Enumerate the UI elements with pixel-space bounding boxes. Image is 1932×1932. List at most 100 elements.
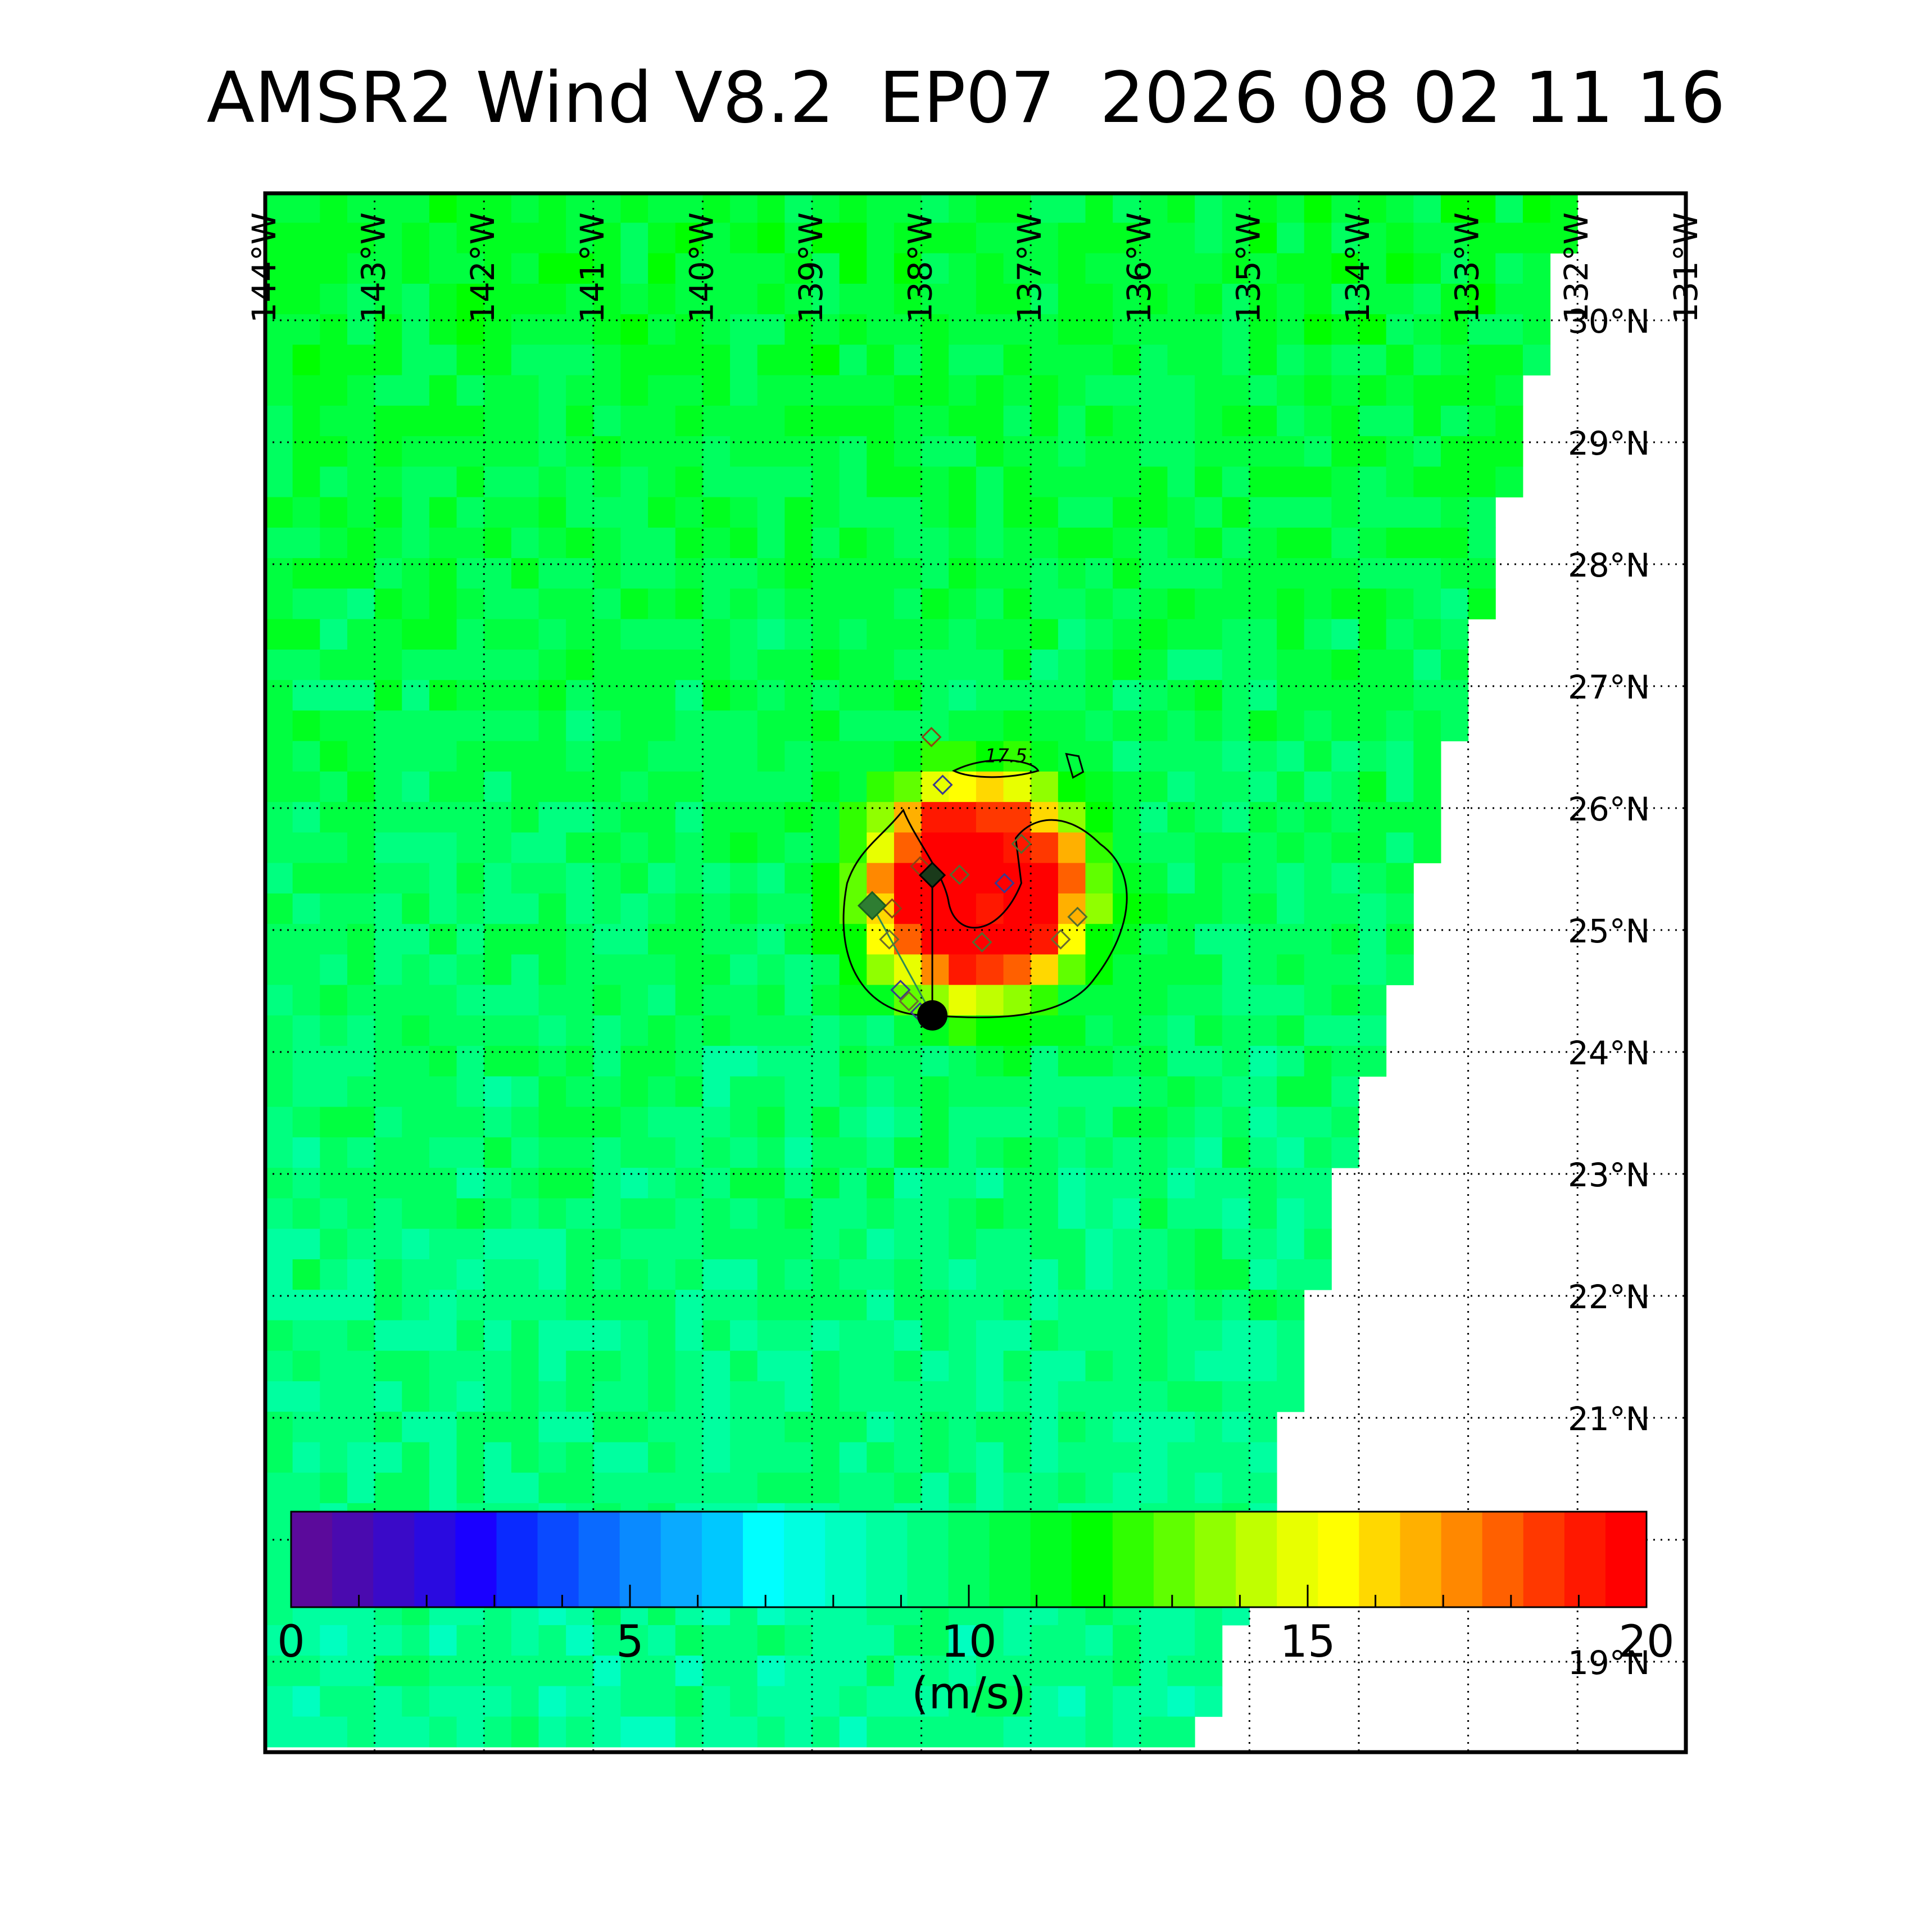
wind-cell (976, 466, 1004, 498)
wind-cell (839, 710, 867, 742)
wind-cell (347, 405, 375, 437)
wind-cell (922, 162, 949, 193)
wind-cell (839, 1716, 867, 1748)
wind-cell (1222, 1137, 1250, 1168)
wind-cell (1003, 924, 1031, 955)
wind-cell (784, 741, 813, 772)
wind-cell (1304, 924, 1332, 955)
wind-cell (265, 924, 293, 955)
wind-cell (620, 253, 648, 284)
wind-cell (675, 1442, 703, 1473)
wind-cell (1085, 832, 1113, 864)
wind-cell (620, 619, 648, 650)
wind-cell (347, 497, 375, 528)
wind-cell (1440, 710, 1469, 742)
wind-cell (758, 162, 785, 193)
wind-cell (867, 1198, 895, 1230)
wind-cell (402, 344, 430, 376)
wind-cell (1277, 802, 1305, 833)
wind-cell (1058, 1137, 1086, 1168)
wind-cell (757, 1320, 785, 1352)
wind-cell (593, 985, 621, 1016)
wind-cell (1058, 1625, 1086, 1656)
wind-cell (949, 1228, 977, 1260)
wind-cell (1249, 405, 1277, 437)
wind-cell (1222, 1290, 1250, 1321)
wind-cell (1113, 314, 1141, 345)
wind-cell (1058, 832, 1086, 864)
wind-cell (921, 344, 949, 376)
wind-cell (839, 527, 867, 559)
wind-cell (648, 1320, 676, 1352)
wind-cell (1195, 1076, 1223, 1108)
wind-cell (538, 466, 566, 498)
wind-cell (1140, 954, 1168, 986)
wind-cell (1222, 436, 1250, 467)
wind-cell (347, 1350, 375, 1382)
wind-cell (1058, 1046, 1086, 1077)
wind-cell (1085, 863, 1113, 894)
wind-cell (1222, 405, 1250, 437)
wind-cell (812, 1472, 840, 1504)
wind-cell (675, 1076, 703, 1108)
wind-cell (374, 1320, 402, 1352)
wind-cell (1058, 954, 1086, 986)
wind-cell (675, 1228, 703, 1260)
wind-cell (839, 1686, 867, 1717)
wind-cell (511, 223, 539, 254)
wind-cell (1468, 497, 1496, 528)
wind-cell (1440, 193, 1469, 223)
wind-cell (1468, 527, 1496, 559)
wind-cell (511, 1350, 539, 1382)
wind-cell (566, 619, 594, 650)
wind-cell (484, 863, 512, 894)
wind-cell (648, 588, 676, 620)
wind-cell (784, 1046, 813, 1077)
wind-cell (292, 771, 320, 802)
wind-cell (1167, 1320, 1195, 1352)
fix-marker (949, 864, 970, 885)
colorbar-tick-label: 20 (1618, 1617, 1674, 1667)
wind-cell (1003, 649, 1031, 681)
wind-cell (1167, 1472, 1195, 1504)
wind-cell (538, 405, 566, 437)
wind-cell (1003, 1168, 1031, 1199)
wind-cell (1359, 710, 1387, 742)
wind-cell (484, 680, 512, 711)
wind-cell (1085, 1472, 1113, 1504)
wind-cell (1058, 497, 1086, 528)
wind-cell (867, 802, 895, 833)
wind-cell (620, 1472, 648, 1504)
wind-cell (784, 253, 813, 284)
wind-cell (1003, 344, 1031, 376)
wind-cell (812, 1412, 840, 1443)
wind-cell (839, 375, 867, 406)
wind-cell (1222, 649, 1250, 681)
wind-cell (1386, 771, 1414, 802)
wind-cell (730, 466, 758, 498)
wind-cell (1249, 863, 1277, 894)
wind-cell (484, 1290, 512, 1321)
wind-cell (757, 985, 785, 1016)
wind-cell (730, 710, 758, 742)
wind-cell (620, 1106, 648, 1138)
wind-cell (593, 802, 621, 833)
wind-cell (1113, 1137, 1141, 1168)
wind-cell (1359, 375, 1387, 406)
wind-cell (429, 1106, 457, 1138)
wind-cell (1331, 680, 1359, 711)
wind-cell (620, 741, 648, 772)
wind-cell (374, 924, 402, 955)
wind-cell (1167, 223, 1195, 254)
wind-cell (648, 162, 675, 193)
wind-cell (320, 344, 348, 376)
wind-cell (1359, 558, 1387, 589)
wind-cell (921, 588, 949, 620)
wind-cell (894, 771, 922, 802)
wind-cell (894, 1716, 922, 1748)
wind-cell (1167, 527, 1195, 559)
wind-cell (456, 344, 484, 376)
wind-cell (1031, 1076, 1059, 1108)
wind-cell (1167, 588, 1195, 620)
wind-cell (894, 558, 922, 589)
